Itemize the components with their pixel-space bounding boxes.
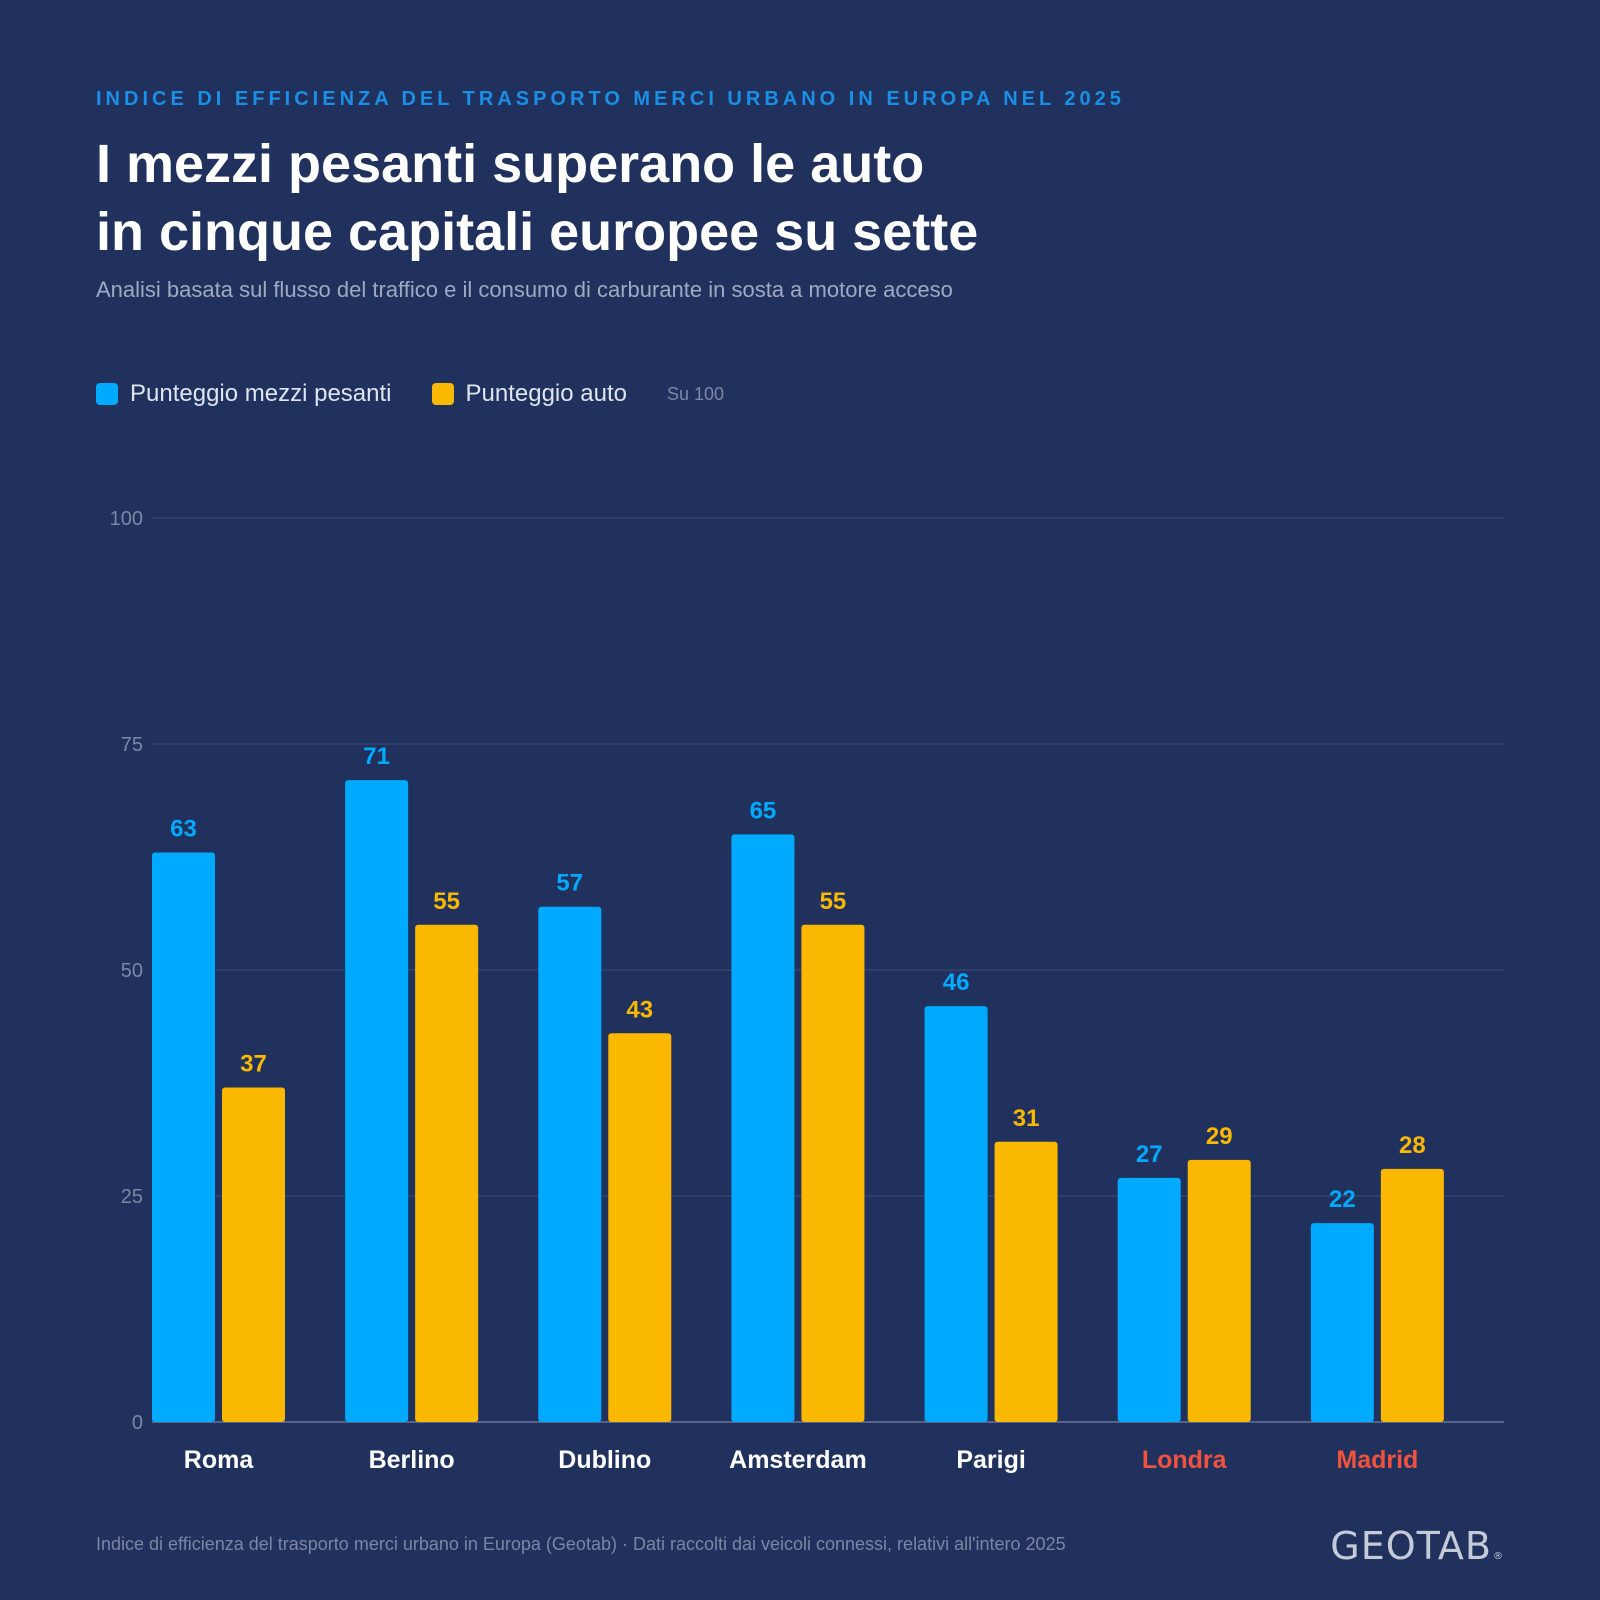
legend-item-trucks: Punteggio mezzi pesanti	[96, 380, 392, 408]
bar-trucks	[538, 906, 602, 1422]
title-line-1: I mezzi pesanti superano le auto	[96, 134, 925, 194]
logo-text: GEOTAB	[1330, 1524, 1492, 1568]
legend-swatch-trucks	[96, 383, 118, 405]
bar-cars	[415, 924, 479, 1422]
bar-cars	[994, 1141, 1058, 1422]
bar-trucks	[731, 834, 795, 1422]
legend-item-cars: Punteggio auto	[431, 380, 627, 408]
y-tick-label: 100	[110, 508, 143, 530]
chart-legend: Punteggio mezzi pesanti Punteggio auto S…	[96, 380, 724, 408]
logo-registered-mark: ®	[1493, 1551, 1504, 1562]
bar-cars	[222, 1087, 285, 1422]
value-label-cars: 28	[1399, 1132, 1426, 1159]
chart-subtitle: Analisi basata sul flusso del traffico e…	[96, 277, 953, 302]
bar-cars	[608, 1033, 672, 1422]
bar-cars	[801, 924, 865, 1422]
bar-trucks	[345, 780, 409, 1422]
bar-trucks	[924, 1006, 988, 1422]
bar-trucks	[1310, 1223, 1374, 1422]
y-tick-label: 50	[121, 960, 143, 982]
category-label: Madrid	[1336, 1446, 1418, 1474]
chart-title: I mezzi pesanti superano le auto in cinq…	[96, 130, 1396, 266]
source-note: Indice di efficienza del trasporto merci…	[96, 1534, 1066, 1554]
category-label: Parigi	[956, 1446, 1025, 1474]
category-label: Roma	[184, 1446, 255, 1474]
value-label-trucks: 27	[1136, 1141, 1163, 1168]
category-label: Dublino	[558, 1446, 651, 1474]
value-label-cars: 43	[626, 996, 653, 1023]
legend-swatch-cars	[431, 383, 454, 405]
value-label-trucks: 71	[363, 743, 390, 770]
y-tick-label: 75	[121, 734, 143, 756]
y-tick-label: 0	[132, 1412, 143, 1434]
value-label-trucks: 65	[750, 797, 777, 824]
legend-scale-note: Su 100	[666, 383, 725, 404]
value-label-trucks: 46	[943, 969, 970, 996]
value-label-cars: 29	[1206, 1123, 1233, 1150]
category-label: Berlino	[369, 1446, 455, 1474]
value-label-trucks: 22	[1329, 1186, 1356, 1213]
value-label-trucks: 57	[556, 870, 583, 897]
value-label-cars: 31	[1013, 1105, 1040, 1132]
bar-trucks	[152, 852, 215, 1422]
title-line-2: in cinque capitali europee su sette	[96, 202, 979, 262]
y-tick-label: 25	[121, 1186, 143, 1208]
chart-kicker: INDICE DI EFFICIENZA DEL TRASPORTO MERCI…	[96, 88, 1125, 110]
bar-cars	[1380, 1168, 1444, 1422]
category-label: Londra	[1142, 1446, 1228, 1474]
geotab-logo: GEOTAB®	[1330, 1524, 1504, 1568]
legend-label-trucks: Punteggio mezzi pesanti	[130, 380, 392, 407]
bar-trucks	[1117, 1177, 1181, 1422]
value-label-cars: 55	[433, 888, 460, 915]
value-label-cars: 37	[240, 1051, 267, 1078]
category-label: Amsterdam	[729, 1446, 867, 1474]
value-label-cars: 55	[820, 888, 847, 915]
legend-label-cars: Punteggio auto	[465, 380, 627, 407]
value-label-trucks: 63	[170, 815, 197, 842]
bar-cars	[1187, 1159, 1251, 1422]
